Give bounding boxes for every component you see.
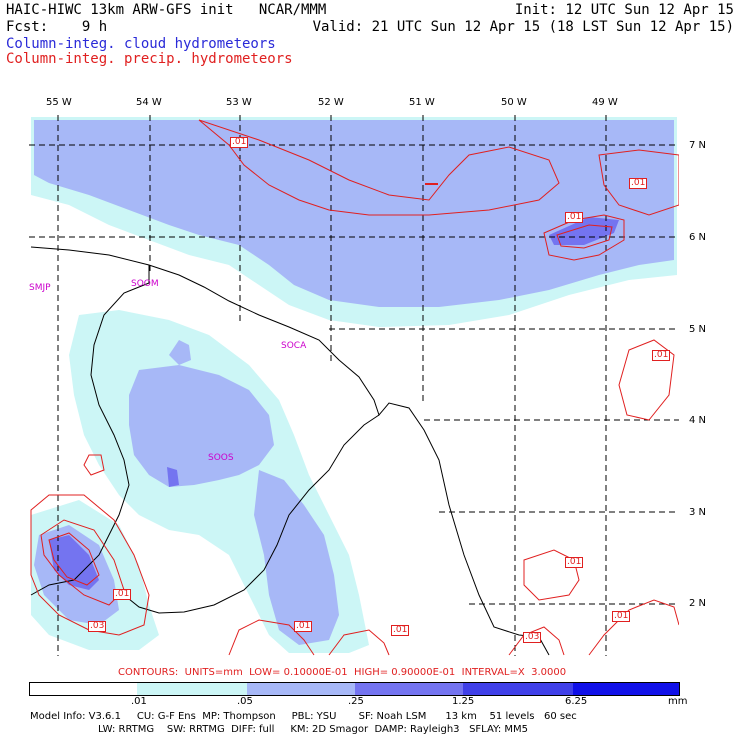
colorbar-tick: .25 [348, 696, 364, 707]
coastline [30, 246, 550, 656]
lon-label-51w: 51 W [409, 97, 435, 108]
contours-info: CONTOURS: UNITS=mm LOW= 0.10000E-01 HIGH… [118, 667, 567, 678]
colorbar-segment [573, 683, 679, 695]
colorbar-segment [355, 683, 463, 695]
colorbar [29, 682, 680, 696]
colorbar-segment [463, 683, 573, 695]
colorbar-tick: .01 [131, 696, 147, 707]
station-label: SOOM [131, 279, 159, 289]
lat-label-5n: 5 N [689, 324, 707, 335]
title-line1: HAIC-HIWC 13km ARW-GFS init NCAR/MMM [6, 2, 327, 18]
colorbar-segment [137, 683, 247, 695]
contour-label: .01 [565, 212, 584, 223]
lon-label-54w: 54 W [136, 97, 162, 108]
model-info-line1: Model Info: V3.6.1 CU: G-F Ens MP: Thomp… [30, 711, 577, 722]
contour-label: .01 [113, 589, 132, 600]
map-panel [29, 115, 679, 656]
lat-label-2n: 2 N [689, 598, 707, 609]
contour-label: .03 [88, 621, 107, 632]
lon-label-50w: 50 W [501, 97, 527, 108]
precip-field-label: Column-integ. precip. hydrometeors [6, 51, 293, 67]
colorbar-tick: 1.25 [452, 696, 475, 707]
model-info-line2: LW: RRTMG SW: RRTMG DIFF: full KM: 2D Sm… [98, 724, 528, 735]
contour-label: .01 [230, 137, 249, 148]
lat-label-6n: 6 N [689, 232, 707, 243]
contour-label: .01 [294, 621, 313, 632]
contour-label: .01 [565, 557, 584, 568]
forecast-hour: Fcst: 9 h [6, 19, 108, 35]
valid-time: Valid: 21 UTC Sun 12 Apr 15 (18 LST Sun … [312, 19, 734, 35]
init-time: Init: 12 UTC Sun 12 Apr 15 [514, 2, 734, 18]
contour-label: .01 [629, 178, 648, 189]
cloud-field-label: Column-integ. cloud hydrometeors [6, 36, 276, 52]
lon-label-53w: 53 W [226, 97, 252, 108]
station-label: SOCA [281, 341, 307, 351]
cloud-dark-shading [49, 217, 619, 590]
contour-label: .03 [523, 632, 542, 643]
colorbar-units: mm [668, 696, 688, 707]
station-label: SOOS [208, 453, 234, 463]
lat-label-7n: 7 N [689, 140, 707, 151]
station-label: SMJP [29, 283, 51, 293]
colorbar-tick: 6.25 [565, 696, 588, 707]
contour-label: .01 [612, 611, 631, 622]
contour-label: .01 [652, 350, 671, 361]
colorbar-segment [247, 683, 355, 695]
lon-label-52w: 52 W [318, 97, 344, 108]
lon-label-49w: 49 W [592, 97, 618, 108]
lat-label-3n: 3 N [689, 507, 707, 518]
lat-label-4n: 4 N [689, 415, 707, 426]
contour-label: .01 [391, 625, 410, 636]
colorbar-segment [30, 683, 137, 695]
colorbar-tick: .05 [237, 696, 253, 707]
lon-label-55w: 55 W [46, 97, 72, 108]
